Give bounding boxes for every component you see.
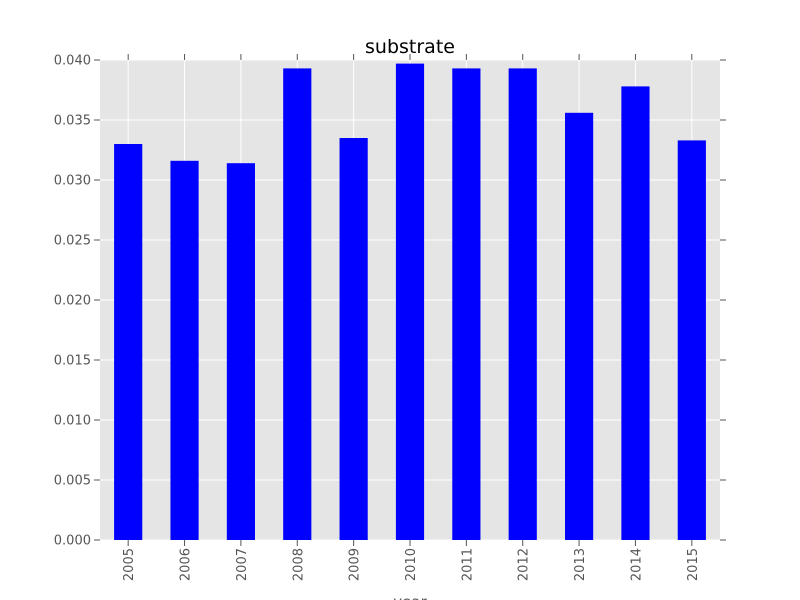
y-tick-label: 0.040 <box>54 54 91 69</box>
x-tick-label: 2011 <box>460 548 475 581</box>
x-axis-label: year <box>393 593 427 600</box>
x-tick-label: 2015 <box>686 548 701 581</box>
bar-2006 <box>170 160 199 541</box>
bar-2015 <box>677 140 706 540</box>
axis-ticks <box>94 54 726 546</box>
y-tick-labels: 0.000 0.005 0.010 0.015 0.020 0.025 0.030 0.035… <box>54 54 91 549</box>
bar-2013 <box>565 112 594 541</box>
bar-2007 <box>226 163 255 540</box>
x-tick-label: 2012 <box>517 548 532 581</box>
bar-2012 <box>508 68 537 541</box>
bar-2008 <box>283 68 312 541</box>
x-tick-label: 2014 <box>629 548 644 581</box>
bar-2009 <box>339 138 368 540</box>
x-tick-label: 2008 <box>291 548 306 581</box>
y-tick-label: 0.015 <box>54 354 91 369</box>
y-tick-label: 0.010 <box>54 414 91 429</box>
x-tick-label: 2010 <box>404 548 419 581</box>
bar-2005 <box>114 144 143 540</box>
y-tick-label: 0.005 <box>54 474 91 489</box>
bars <box>114 63 706 541</box>
x-tick-label: 2006 <box>179 548 194 581</box>
y-tick-label: 0.000 <box>54 534 91 549</box>
x-tick-label: 2005 <box>122 548 137 581</box>
y-tick-label: 0.025 <box>54 234 91 249</box>
y-tick-label: 0.035 <box>54 114 91 129</box>
x-tick-label: 2007 <box>235 548 250 581</box>
bar-2014 <box>621 86 650 541</box>
y-tick-label: 0.030 <box>54 174 91 189</box>
y-tick-label: 0.020 <box>54 294 91 309</box>
bar-2010 <box>395 63 425 540</box>
x-tick-label: 2013 <box>573 548 588 581</box>
x-tick-labels: 2005 2006 2007 2008 2009 2010 2011 2012 2013 2014… <box>122 548 701 581</box>
chart-title: substrate <box>365 36 455 58</box>
bar-2011 <box>452 68 481 541</box>
x-tick-label: 2009 <box>348 548 363 581</box>
